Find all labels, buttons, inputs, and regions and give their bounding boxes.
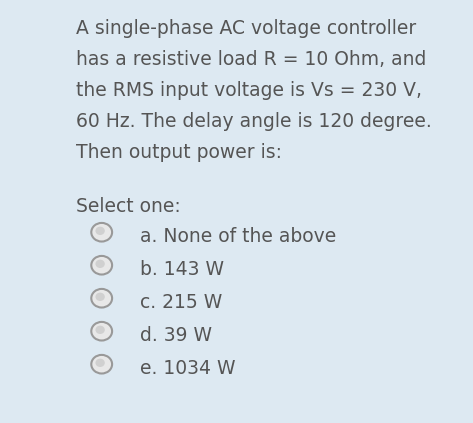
Text: has a resistive load R = 10 Ohm, and: has a resistive load R = 10 Ohm, and [76, 50, 426, 69]
Text: A single-phase AC voltage controller: A single-phase AC voltage controller [76, 19, 416, 38]
Text: b. 143 W: b. 143 W [140, 260, 224, 279]
Text: e. 1034 W: e. 1034 W [140, 359, 235, 378]
Text: the RMS input voltage is Vs = 230 V,: the RMS input voltage is Vs = 230 V, [76, 81, 422, 100]
Text: 60 Hz. The delay angle is 120 degree.: 60 Hz. The delay angle is 120 degree. [76, 112, 431, 131]
Text: Then output power is:: Then output power is: [76, 143, 282, 162]
Text: d. 39 W: d. 39 W [140, 326, 211, 345]
Text: c. 215 W: c. 215 W [140, 293, 222, 312]
Text: Select one:: Select one: [76, 197, 180, 216]
Text: a. None of the above: a. None of the above [140, 227, 336, 246]
